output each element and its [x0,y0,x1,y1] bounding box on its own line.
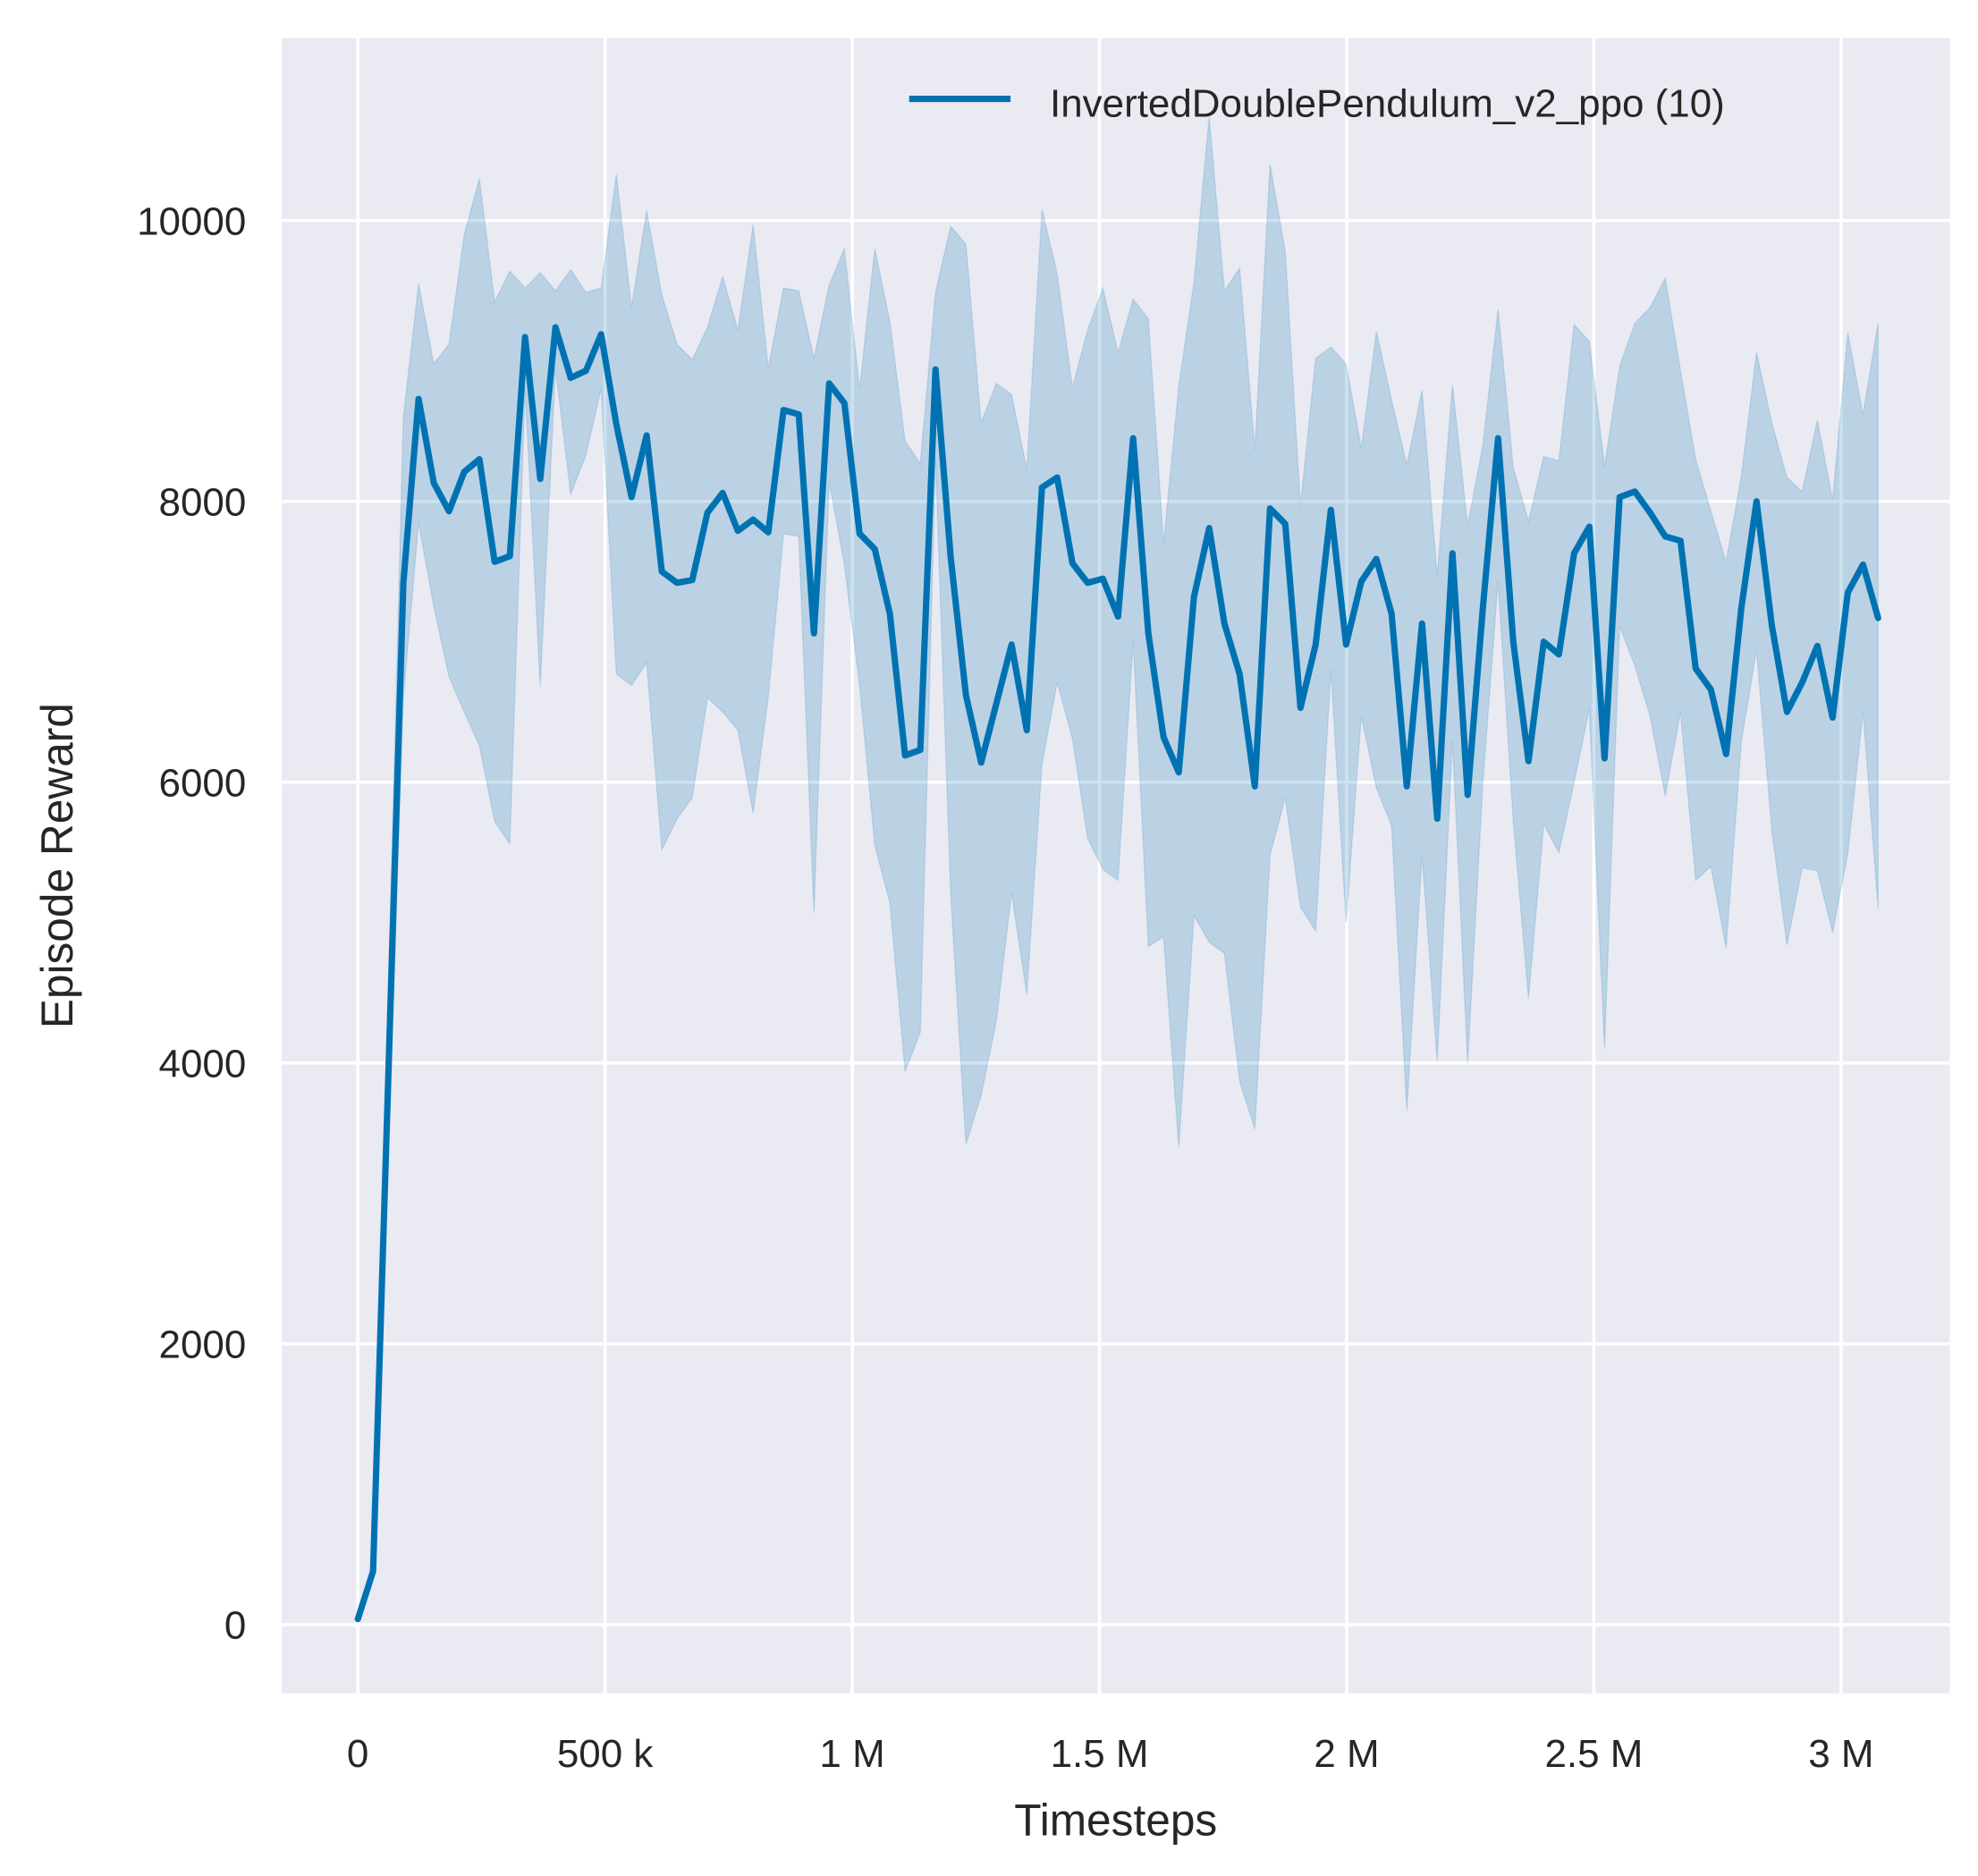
x-tick-label: 3 M [1808,1732,1873,1776]
legend-label: InvertedDoublePendulum_v2_ppo (10) [1050,81,1725,125]
y-tick-label: 10000 [137,199,246,243]
y-axis-label: Episode Reward [32,703,82,1028]
x-axis-label: Timesteps [1014,1796,1217,1846]
x-ticks: 0 500 k 1 M 1.5 M 2 M 2.5 M 3 M [347,1732,1874,1776]
legend: InvertedDoublePendulum_v2_ppo (10) [909,81,1725,125]
x-tick-label: 500 k [557,1732,655,1776]
y-ticks: 0 2000 4000 6000 8000 10000 [137,199,246,1647]
y-tick-label: 2000 [159,1322,247,1366]
x-tick-label: 1 M [819,1732,884,1776]
confidence-band [357,116,1879,1621]
y-tick-label: 0 [224,1604,246,1648]
x-tick-label: 2 M [1314,1732,1379,1776]
y-tick-label: 8000 [159,480,247,524]
y-tick-label: 6000 [159,761,247,805]
x-tick-label: 2.5 M [1544,1732,1643,1776]
x-tick-label: 0 [347,1732,368,1776]
series-line [354,324,1881,1623]
y-tick-label: 4000 [159,1042,247,1086]
plot-background [281,38,1950,1694]
grid [281,38,1950,1694]
x-tick-label: 1.5 M [1051,1732,1149,1776]
